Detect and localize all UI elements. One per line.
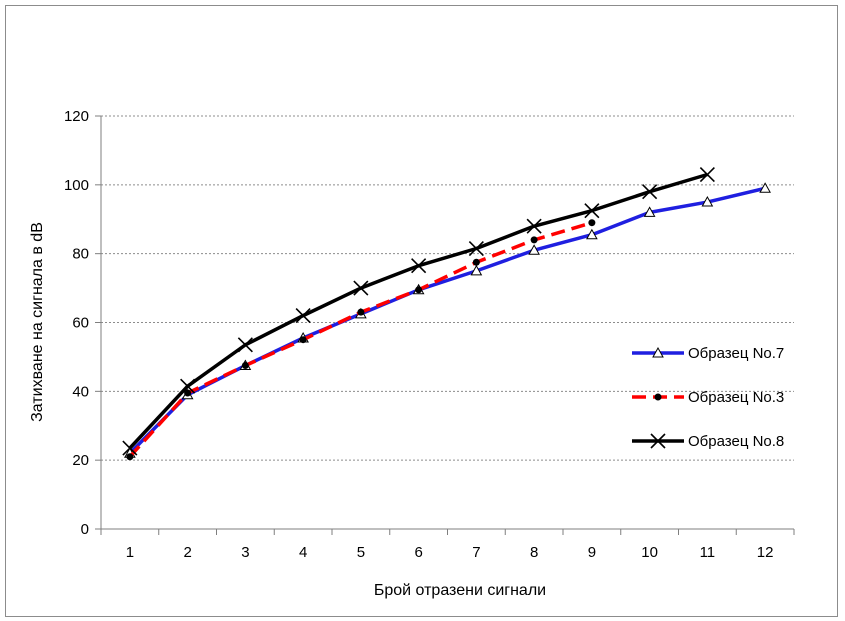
y-tick-label: 20 [72, 452, 89, 469]
series-1 [124, 182, 771, 458]
y-axis-title: Затихване на сигнала в dB [29, 222, 46, 422]
data-point [470, 264, 483, 276]
series-3 [122, 166, 715, 456]
legend-marker [650, 433, 666, 449]
x-tick-label: 3 [241, 544, 249, 561]
data-point [584, 203, 600, 219]
series-line [128, 172, 708, 450]
data-point [642, 184, 658, 200]
data-point [415, 286, 423, 294]
y-tick-label: 40 [72, 383, 89, 400]
legend-marker [654, 393, 662, 401]
data-point [126, 453, 134, 461]
data-point [699, 166, 715, 183]
x-tick-label: 5 [357, 544, 365, 561]
data-point [588, 219, 596, 227]
series-2 [126, 219, 596, 461]
data-point [468, 240, 484, 257]
data-point [184, 389, 192, 397]
data-point [759, 182, 771, 193]
y-tick-label: 120 [64, 108, 89, 125]
data-point [295, 308, 311, 324]
data-point [643, 206, 656, 217]
data-point [530, 236, 538, 244]
legend-marker [652, 346, 664, 358]
data-point [528, 244, 540, 255]
x-tick-label: 4 [299, 544, 307, 561]
y-tick-label: 0 [81, 521, 89, 538]
x-tick-label: 12 [757, 544, 774, 561]
data-point [122, 440, 138, 456]
legend-label: Образец No.8 [688, 433, 784, 450]
y-tick-label: 60 [72, 315, 89, 332]
x-tick-label: 1 [126, 544, 134, 561]
x-tick-label: 9 [588, 544, 596, 561]
series-line [128, 186, 766, 455]
y-tick-label: 100 [64, 177, 89, 194]
legend-label: Образец No.7 [688, 345, 784, 362]
x-axis-title: Брой отразени сигнали [374, 582, 546, 599]
x-tick-label: 2 [183, 544, 191, 561]
data-point [357, 308, 365, 316]
legend-item: Образец No.7 [632, 345, 784, 362]
x-tick-label: 8 [530, 544, 538, 561]
legend-item: Образец No.8 [632, 433, 784, 450]
data-point [472, 258, 480, 266]
data-point [353, 280, 369, 296]
legend-label: Образец No.3 [688, 389, 784, 406]
chart-frame [5, 5, 838, 617]
x-tick-label: 6 [414, 544, 422, 561]
legend-item: Образец No.3 [632, 389, 784, 406]
y-tick-label: 80 [72, 246, 89, 263]
series-line [128, 221, 593, 458]
data-point [299, 336, 307, 344]
data-point [701, 196, 714, 207]
x-tick-label: 10 [641, 544, 658, 561]
data-point [526, 218, 542, 234]
x-tick-label: 11 [700, 544, 716, 561]
gridlines [101, 115, 794, 461]
data-point [411, 258, 427, 274]
data-point [241, 362, 249, 370]
data-point [180, 378, 196, 394]
data-point [237, 337, 253, 353]
legend: Образец No.7 Образец No.3 Образец No.8 [632, 345, 784, 450]
x-tick-label: 7 [472, 544, 480, 561]
data-point [586, 228, 598, 240]
series [122, 166, 771, 461]
